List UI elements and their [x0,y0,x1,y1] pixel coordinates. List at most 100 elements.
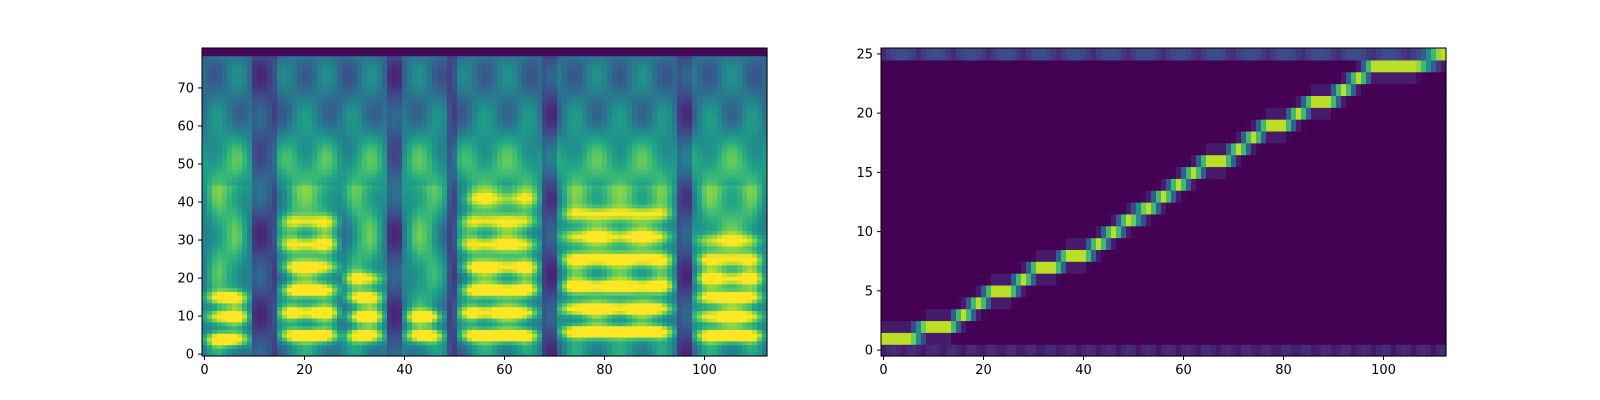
heatmap-cell [427,276,433,281]
heatmap-cell [332,120,338,125]
heatmap-cell [502,74,508,80]
heatmap-cell [462,276,468,281]
heatmap-cell [332,348,338,353]
heatmap-cell [312,260,318,266]
heatmap-cell [247,177,253,182]
heatmap-cell [497,302,503,308]
heatmap-cell [237,124,243,129]
heatmap-cell [297,264,303,270]
heatmap-cell [442,325,448,330]
heatmap-cell [287,219,293,224]
heatmap-cell [382,165,388,171]
heatmap-cell [482,196,488,201]
heatmap-cell [442,162,448,167]
heatmap-cell [342,291,348,296]
heatmap-cell [267,127,273,133]
heatmap-cell [282,203,288,209]
heatmap-cell [397,314,403,319]
heatmap-cell [337,108,343,114]
heatmap-cell [242,321,248,327]
heatmap-cell [362,192,368,197]
heatmap-cell [447,97,453,102]
heatmap-cell [462,169,468,175]
heatmap-cell [242,146,248,152]
heatmap-cell [417,264,423,270]
heatmap-cell [367,321,373,327]
heatmap-cell [362,108,368,114]
heatmap-cell [417,302,423,308]
heatmap-cell [427,184,433,190]
heatmap-cell [502,348,508,353]
heatmap-cells [202,48,768,357]
heatmap-cell [387,333,393,338]
heatmap-cell [397,59,403,64]
heatmap-cell [447,314,453,319]
heatmap-cell [357,158,363,163]
heatmap-cell [247,74,253,80]
heatmap-cell [282,196,288,201]
heatmap-cell [337,310,343,315]
heatmap-cell [362,219,368,224]
heatmap-cell [242,70,248,76]
heatmap-cell [477,272,483,277]
heatmap-cell [252,150,258,156]
heatmap-cell [352,173,358,178]
heatmap-cell [407,101,413,106]
heatmap-cell [427,234,433,239]
heatmap-cell [207,169,213,175]
heatmap-cell [252,181,258,186]
heatmap-cell [447,306,453,311]
heatmap-cell [302,264,308,270]
heatmap-cell [272,169,278,175]
heatmap-cell [372,192,378,197]
heatmap-cell [502,230,508,235]
heatmap-cell [402,321,408,327]
heatmap-cell [397,272,403,277]
heatmap-cell [502,70,508,76]
heatmap-cell [457,211,463,216]
heatmap-cell [272,143,278,148]
heatmap-cell [442,67,448,72]
heatmap-cell [222,158,228,163]
heatmap-cell [332,215,338,220]
heatmap-cell [297,162,303,167]
heatmap-cell [227,131,233,137]
heatmap-cell [377,162,383,167]
heatmap-cell [217,287,223,292]
heatmap-cell [267,207,273,213]
heatmap-cell [377,200,383,205]
heatmap-cell [277,124,283,129]
heatmap-cell [397,169,403,175]
heatmap-cell [507,173,513,178]
heatmap-cell [402,260,408,266]
heatmap-cell [337,283,343,289]
heatmap-cell [432,298,438,304]
heatmap-cell [407,55,413,60]
heatmap-cell [287,181,293,186]
heatmap-cell [302,249,308,254]
heatmap-cell [507,196,513,201]
heatmap-cell [422,279,428,285]
heatmap-cell [347,333,353,338]
heatmap-cell [367,234,373,239]
heatmap-cell [252,272,258,277]
heatmap-cell [282,310,288,315]
heatmap-cell [507,203,513,209]
heatmap-cell [397,124,403,129]
heatmap-cell [427,139,433,144]
heatmap-cell [412,135,418,140]
heatmap-cell [382,120,388,125]
heatmap-cell [287,344,293,349]
heatmap-cell [387,105,393,110]
heatmap-cell [487,222,493,228]
heatmap-cell [337,82,343,87]
heatmap-cell [312,131,318,137]
heatmap-cell [462,150,468,156]
heatmap-cell [207,276,213,281]
heatmap-cell [467,272,473,277]
heatmap-cell [287,135,293,140]
heatmap-cell [242,188,248,194]
heatmap-cell [357,257,363,262]
heatmap-cell [287,55,293,60]
heatmap-cell [247,165,253,171]
